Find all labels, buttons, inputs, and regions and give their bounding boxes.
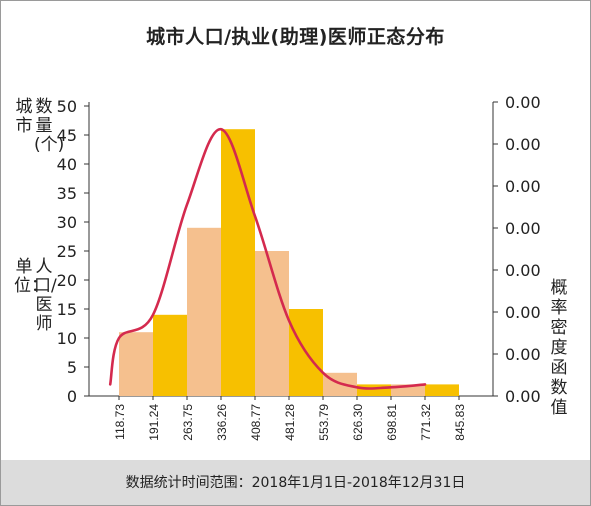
y2-tick-label: 0.00 bbox=[505, 177, 541, 196]
x-tick-label: 118.73 bbox=[113, 404, 127, 440]
histogram-bar bbox=[187, 227, 221, 396]
histogram-bar bbox=[119, 332, 153, 396]
y2-tick-label: 0.00 bbox=[505, 93, 541, 112]
footer-text: 数据统计时间范围：2018年1月1日-2018年12月31日 bbox=[125, 475, 466, 491]
chart-title: 城市人口/执业(助理)医师正态分布 bbox=[146, 26, 445, 48]
y2-tick-label: 0.00 bbox=[505, 387, 541, 406]
y-tick-label: 35 bbox=[57, 184, 77, 203]
x-tick-label: 336.26 bbox=[215, 404, 229, 441]
density-curve bbox=[108, 127, 427, 390]
histogram-bar bbox=[255, 251, 289, 396]
y2-tick-label: 0.00 bbox=[505, 135, 541, 154]
y-tick-label: 10 bbox=[57, 329, 77, 348]
x-tick-label: 845.83 bbox=[453, 404, 467, 441]
y-tick-label: 50 bbox=[57, 97, 77, 116]
y2-tick-label: 0.00 bbox=[505, 219, 541, 238]
y-tick-label: 25 bbox=[57, 242, 77, 261]
y2-tick-label: 0.00 bbox=[505, 261, 541, 280]
histogram-bar bbox=[357, 384, 391, 396]
x-tick-label: 553.79 bbox=[317, 404, 331, 441]
x-tick-label: 408.77 bbox=[249, 404, 263, 441]
y2-tick-label: 0.00 bbox=[505, 303, 541, 322]
x-tick-label: 698.81 bbox=[385, 404, 399, 441]
y-tick-label: 15 bbox=[57, 300, 77, 319]
y-tick-label: 0 bbox=[67, 387, 77, 406]
y-tick-label: 20 bbox=[57, 271, 77, 290]
y-tick-label: 5 bbox=[67, 358, 77, 377]
histogram-bar bbox=[153, 314, 187, 396]
x-tick-label: 191.24 bbox=[147, 404, 161, 441]
y-axis-unit-label: 单位： 人口/医师 bbox=[14, 257, 57, 334]
y-tick-label: 40 bbox=[57, 155, 77, 174]
chart-plot: 0 5 10 15 20 25 30 35 40 45 50 0.00 0.00 0.00 0.00 0.00… bbox=[57, 93, 541, 441]
x-tick-label: 263.75 bbox=[181, 404, 195, 441]
footer-bar: 数据统计时间范围：2018年1月1日-2018年12月31日 bbox=[1, 460, 590, 505]
y2-axis-label: 概率密度函数值 bbox=[550, 278, 568, 418]
histogram-bar bbox=[221, 129, 255, 396]
y2-tick-label: 0.00 bbox=[505, 345, 541, 364]
x-tick-label: 626.30 bbox=[351, 404, 365, 441]
y-tick-label: 45 bbox=[57, 126, 77, 145]
y-tick-label: 30 bbox=[57, 213, 77, 232]
histogram-bar bbox=[425, 384, 459, 396]
histogram-bar bbox=[391, 384, 425, 396]
x-tick-label: 771.32 bbox=[419, 404, 433, 441]
x-tick-label: 481.28 bbox=[283, 404, 297, 441]
